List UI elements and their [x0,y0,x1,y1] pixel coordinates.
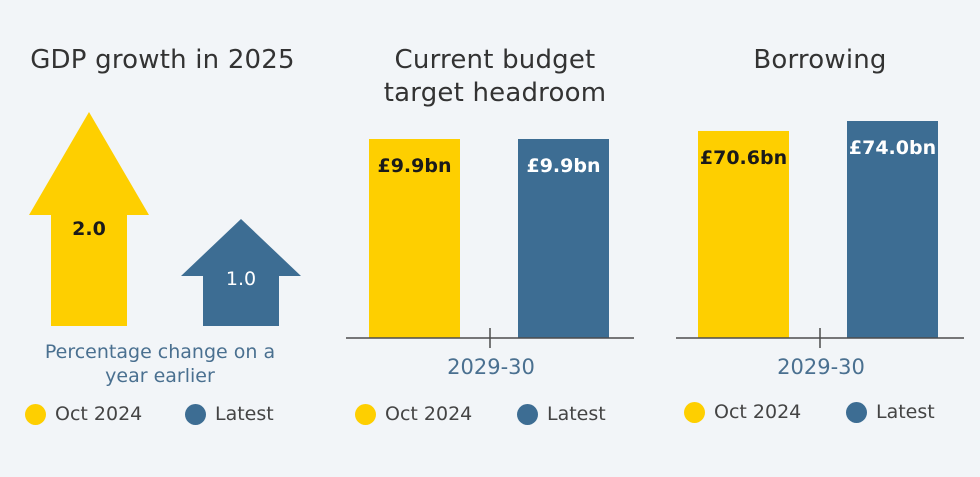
bar-oct [369,139,460,338]
legend-label-latest: Latest [215,403,274,425]
legend-label-oct: Oct 2024 [55,403,143,425]
gdp-arrow-oct [29,112,149,326]
bar-value-label-oct: £9.9bn [377,155,451,177]
headroom-legend-oct: Oct 2024 [355,403,472,425]
legend-label-latest: Latest [876,401,935,423]
headroom-bar-chart: £9.9bn £9.9bn 2029-30 [346,139,634,379]
borrowing-bar-chart: £70.6bn £74.0bn 2029-30 [676,121,964,379]
x-axis-category-label: 2029-30 [777,355,865,379]
headroom-legend-latest: Latest [517,403,606,425]
gdp-chart-title: GDP growth in 2025 [30,45,295,75]
gdp-value-label-latest: 1.0 [226,268,256,290]
legend-swatch-latest [517,403,538,425]
gdp-chart-subtitle: Percentage change on a year earlier [44,341,276,387]
borrowing-legend-latest: Latest [846,401,935,423]
legend-swatch-latest [846,401,867,423]
gdp-arrow-chart: 2.0 1.0 [29,112,301,326]
x-axis-category-label: 2029-30 [447,355,535,379]
legend-label-oct: Oct 2024 [385,403,473,425]
gdp-legend-latest: Latest [185,403,274,425]
gdp-legend-oct: Oct 2024 [25,403,142,425]
bar-latest [518,139,609,338]
bar-oct [698,130,789,338]
borrowing-legend-oct: Oct 2024 [684,401,801,423]
gdp-arrow-latest [181,219,301,326]
legend-label-latest: Latest [547,403,606,425]
legend-label-oct: Oct 2024 [714,401,802,423]
legend-swatch-oct [25,403,46,425]
bar-latest [847,121,938,338]
borrowing-chart-title: Borrowing [753,45,887,75]
bar-value-label-latest: £9.9bn [526,155,600,177]
legend-swatch-latest [185,403,206,425]
bar-value-label-latest: £74.0bn [849,137,936,159]
legend-swatch-oct [684,401,705,423]
legend-swatch-oct [355,403,376,425]
gdp-value-label-oct: 2.0 [72,218,106,240]
bar-value-label-oct: £70.6bn [700,147,787,169]
headroom-chart-title: Current budget target headroom [383,45,607,108]
